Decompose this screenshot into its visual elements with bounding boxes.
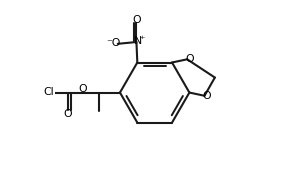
Text: O: O [63,109,72,119]
Text: O: O [203,91,211,101]
Text: +: + [139,35,145,40]
Text: ⁻O: ⁻O [106,38,120,48]
Text: O: O [185,54,194,64]
Text: Cl: Cl [44,87,54,97]
Text: N: N [134,36,142,46]
Text: O: O [79,84,87,94]
Text: O: O [133,15,141,25]
